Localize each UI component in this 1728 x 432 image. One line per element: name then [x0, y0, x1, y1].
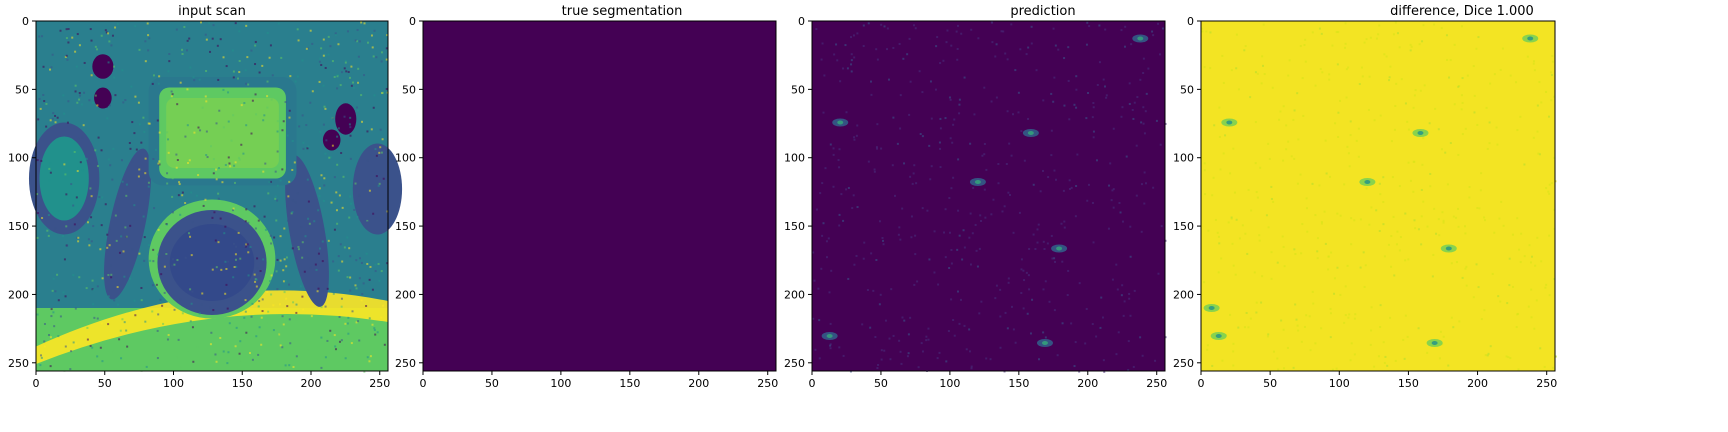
x-tick-label: 250: [369, 377, 390, 390]
panel-difference: difference, Dice 1.000 0 50 100 150 200 250 0 5…: [1173, 0, 1710, 432]
panel-title: prediction: [1010, 4, 1076, 19]
x-tick-label: 250: [757, 377, 778, 390]
axes-frame: [35, 20, 389, 372]
image-axes: 0 50 100 150 200 250 0 50 100 150 200 250: [8, 15, 403, 390]
panel-true-segmentation: true segmentation 0 50 100 150 200 250 0 50 100 1…: [395, 0, 850, 432]
x-tick-label: 50: [1263, 377, 1277, 390]
x-tick-label: 0: [420, 377, 427, 390]
x-tick-label: 50: [485, 377, 499, 390]
image-content: [812, 21, 1167, 373]
image-axes: 0 50 100 150 200 250 0 50 100 150 200 250: [395, 15, 778, 390]
x-tick-label: 0: [33, 377, 40, 390]
panel-prediction: prediction 0 50 100 150 200 250 0 50 100 150 200 25…: [784, 0, 1280, 432]
y-tick-label: 0: [1187, 15, 1194, 28]
y-tick-label: 150: [1173, 220, 1194, 233]
x-tick-label: 200: [301, 377, 322, 390]
axes-frame: [422, 20, 777, 372]
axes-frame: [811, 20, 1166, 372]
image-axes: 0 50 100 150 200 250 0 50 100 150 200 250: [1173, 15, 1557, 390]
image-axes: 0 50 100 150 200 250 0 50 100 150 200 250: [784, 15, 1167, 390]
y-tick-label: 0: [22, 15, 29, 28]
x-tick-label: 200: [1077, 377, 1098, 390]
image-content: [1201, 21, 1557, 371]
image-content: [423, 21, 776, 371]
y-tick-label: 0: [798, 15, 805, 28]
y-tick-label: 150: [8, 220, 29, 233]
y-tick-label: 150: [395, 220, 416, 233]
y-tick-label: 100: [1173, 152, 1194, 165]
y-tick-label: 250: [8, 357, 29, 370]
x-tick-label: 100: [1329, 377, 1350, 390]
x-tick-label: 150: [232, 377, 253, 390]
y-tick-label: 50: [1180, 83, 1194, 96]
y-tick-label: 50: [791, 83, 805, 96]
y-tick-label: 200: [784, 288, 805, 301]
y-tick-label: 250: [784, 357, 805, 370]
y-tick-label: 200: [395, 288, 416, 301]
panel-title: difference, Dice 1.000: [1390, 4, 1534, 19]
panel-title: input scan: [178, 4, 246, 19]
panel-title: true segmentation: [561, 4, 683, 19]
y-tick-label: 250: [1173, 357, 1194, 370]
x-tick-label: 100: [939, 377, 960, 390]
x-tick-label: 0: [809, 377, 816, 390]
y-tick-label: 200: [8, 288, 29, 301]
x-tick-label: 150: [619, 377, 640, 390]
x-tick-label: 250: [1536, 377, 1557, 390]
x-tick-label: 250: [1146, 377, 1167, 390]
y-tick-label: 100: [395, 152, 416, 165]
y-tick-label: 150: [784, 220, 805, 233]
y-tick-label: 0: [409, 15, 416, 28]
y-tick-label: 250: [395, 357, 416, 370]
y-tick-label: 100: [784, 152, 805, 165]
x-tick-label: 100: [163, 377, 184, 390]
x-tick-label: 0: [1198, 377, 1205, 390]
image-content: [28, 21, 403, 373]
axes-frame: [1200, 20, 1556, 372]
x-tick-label: 200: [1467, 377, 1488, 390]
y-tick-label: 50: [402, 83, 416, 96]
y-tick-label: 200: [1173, 288, 1194, 301]
y-tick-label: 100: [8, 152, 29, 165]
x-tick-label: 150: [1008, 377, 1029, 390]
y-tick-label: 50: [15, 83, 29, 96]
x-tick-label: 100: [550, 377, 571, 390]
x-tick-label: 50: [874, 377, 888, 390]
panel-input-scan: input scan 0 50 100 150 200 250 0 50 100 150 200 25…: [0, 0, 420, 432]
x-tick-label: 150: [1398, 377, 1419, 390]
x-tick-label: 200: [688, 377, 709, 390]
x-tick-label: 50: [98, 377, 112, 390]
